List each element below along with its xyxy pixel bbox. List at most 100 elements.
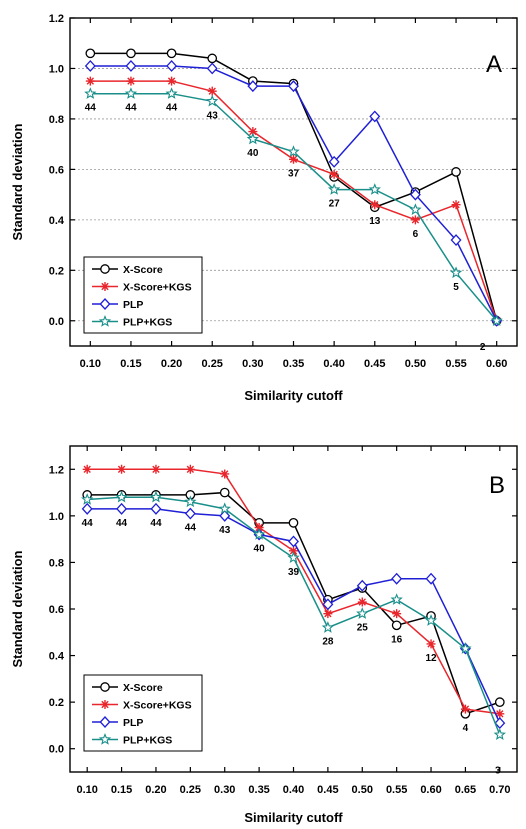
data-point [451,167,461,177]
y-tick-label: 0.2 [49,697,64,709]
point-annotation: 4 [463,723,469,734]
data-point [494,697,505,707]
data-point [370,200,380,210]
x-tick-label: 0.40 [323,358,344,370]
series-x-score-kgs [82,464,505,719]
data-point [449,266,463,279]
data-point [289,546,298,556]
legend-marker [98,733,112,745]
point-annotation: 13 [369,216,381,227]
data-point [450,234,462,246]
point-annotation: 40 [254,543,266,554]
x-tick-label: 0.55 [445,358,466,370]
data-point [289,154,298,164]
point-annotation: 3 [495,766,501,777]
data-point [166,48,177,59]
point-annotation: 40 [247,148,259,159]
data-point [84,59,96,72]
data-point [254,523,264,532]
point-annotation: 44 [125,103,137,114]
point-annotation: 44 [166,103,178,114]
data-point [392,609,402,619]
y-tick-label: 0.0 [49,744,64,756]
data-point [328,155,340,168]
legend-label: PLP [123,717,143,729]
data-point [207,53,218,64]
data-point [151,464,161,474]
legend-marker [98,315,112,327]
legend-label: X-Score+KGS [123,700,192,712]
data-point [167,76,177,86]
y-tick-label: 1.2 [49,13,64,25]
data-point [85,76,95,86]
data-point [219,509,231,522]
data-point [368,183,381,195]
x-tick-label: 0.65 [455,784,476,796]
data-point [287,145,300,157]
data-point [116,502,128,515]
x-tick-label: 0.40 [283,784,304,796]
data-point [495,709,505,719]
data-point [124,87,138,99]
legend-marker [100,700,110,709]
data-point [82,464,92,474]
data-point [425,572,437,585]
point-annotation: 12 [425,653,437,664]
y-tick-label: 1.0 [49,511,64,523]
point-annotation: 44 [85,103,97,114]
data-point [206,94,219,107]
legend-label: PLP [123,299,143,311]
x-tick-label: 0.35 [283,358,304,370]
data-point [369,110,381,123]
data-point [323,609,333,619]
legend-label: PLP+KGS [123,317,172,329]
data-point [81,493,94,505]
data-point [426,639,436,649]
x-tick-label: 0.50 [352,784,373,796]
x-tick-label: 0.60 [420,784,441,796]
data-point [322,598,334,611]
data-point [287,551,300,564]
chart-panel-a: 0.0 0.2 0.4 0.6 0.8 1.0 1.2 0.10 0.15 0.20 0.25 0.3… [10,13,518,403]
point-annotation: 25 [357,623,369,634]
legend-marker [100,682,110,692]
data-point [81,502,93,515]
data-point [248,127,258,137]
data-point [494,717,506,730]
x-tick-label: 0.25 [180,784,201,796]
data-point [207,86,217,96]
legend-marker [99,298,111,310]
y-tick-label: 0.0 [49,316,64,328]
series-plp-kgs [84,87,503,327]
data-point [126,76,136,86]
data-point [149,490,163,503]
y-axis-label: Standard deviation [10,550,25,667]
point-annotation: 44 [150,518,162,529]
data-point [165,87,178,99]
point-annotation: 6 [413,229,419,240]
data-point [84,87,97,99]
data-point [391,620,402,631]
point-annotation: 39 [288,567,300,578]
legend-marker [100,282,110,291]
data-point [288,517,299,528]
data-point [184,495,197,508]
y-tick-label: 1.0 [49,63,64,75]
data-point [357,597,367,607]
point-annotation: 44 [82,518,94,529]
data-point [327,183,341,195]
x-tick-label: 0.20 [161,358,182,370]
series-plp [84,59,503,327]
data-point [356,607,369,619]
y-tick-label: 0.6 [49,164,64,176]
data-point [252,528,266,540]
point-annotation: 44 [116,518,128,529]
data-point [390,593,403,605]
data-point [185,464,195,474]
data-point [85,48,96,59]
panel-label: A [486,51,502,78]
data-point [451,200,461,210]
legend-marker [99,716,111,728]
data-point [206,62,218,75]
data-point [321,621,335,633]
